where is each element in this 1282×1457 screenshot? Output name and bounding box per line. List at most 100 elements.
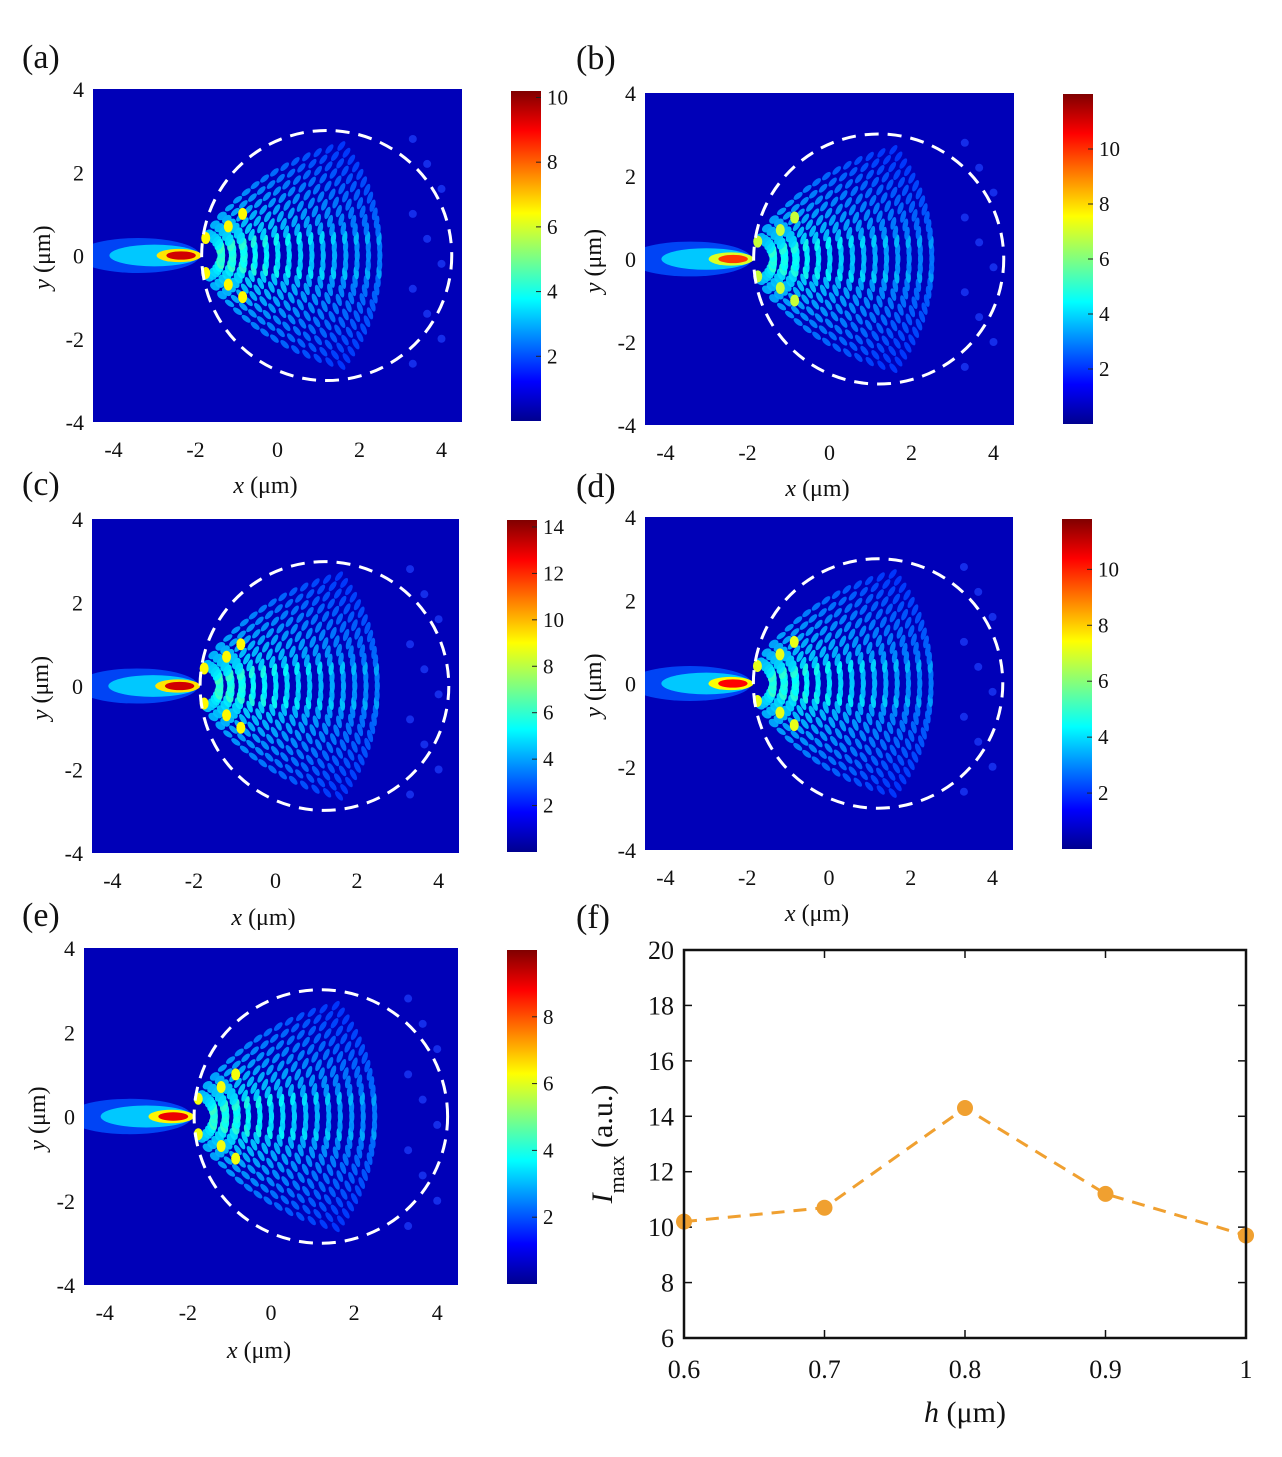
fringe-spot (317, 191, 325, 203)
fringe-spot (866, 338, 875, 349)
fringe-spot (272, 296, 281, 307)
fringe-spot (303, 654, 310, 668)
fringe-spot (290, 1160, 298, 1172)
focal-spot (789, 719, 799, 732)
fringe-spot (240, 283, 249, 294)
fringe-spot (266, 628, 275, 639)
fringe-spot (910, 721, 917, 734)
fringe-spot (350, 214, 357, 228)
fringe-spot (319, 327, 328, 338)
scatter-spot (974, 662, 983, 671)
fringe-spot (866, 288, 874, 301)
fringe-spot (843, 218, 850, 231)
fringe-spot (329, 332, 338, 343)
fringe-spot (263, 1028, 273, 1037)
fringe-spot (863, 721, 870, 734)
fringe-spot (342, 147, 351, 158)
fringe-spot (233, 195, 243, 204)
scatter-spot (418, 1095, 427, 1104)
fringe-spot (799, 698, 807, 711)
fringe-spot (312, 715, 319, 728)
focal-spot (199, 662, 209, 675)
fringe-spot (883, 624, 891, 637)
colorbar (1062, 519, 1092, 849)
fringe-spot (818, 183, 828, 193)
focal-spot (752, 660, 762, 673)
y-tick-label: 4 (73, 77, 84, 102)
fringe-spot (270, 1150, 278, 1162)
fringe-spot (801, 213, 810, 224)
fringe-spot (843, 348, 852, 358)
fringe-spot (260, 328, 270, 337)
fringe-spot (354, 1154, 361, 1168)
x-tick-label: 2 (905, 865, 916, 890)
fringe-spot (269, 655, 276, 669)
focal-spot (231, 1152, 241, 1165)
fringe-spot (793, 742, 803, 751)
fringe-spot (287, 1083, 294, 1097)
fringe-spot (270, 168, 279, 177)
fringe-spot (824, 614, 833, 624)
fringe-spot (256, 316, 266, 325)
fringe-spot (305, 754, 314, 766)
fringe-spot (334, 790, 344, 801)
fringe-spot (829, 620, 838, 632)
fringe-spot (244, 222, 253, 235)
fringe-spot (880, 314, 888, 326)
y-tick-label: 14 (648, 1102, 674, 1131)
fringe-spot (255, 708, 263, 720)
fringe-spot (280, 340, 290, 349)
fringe-spot (223, 1156, 233, 1165)
fringe-spot (324, 319, 332, 331)
fringe-spot (900, 210, 907, 223)
fringe-spot (882, 154, 892, 165)
scatter-spot (406, 790, 415, 799)
fringe-spot (273, 1022, 283, 1031)
fringe-spot (299, 582, 309, 592)
fringe-spot (876, 164, 885, 176)
fringe-spot (297, 163, 306, 173)
fringe-spot (881, 335, 890, 347)
fringe-spot (860, 327, 868, 338)
fringe-spot (832, 284, 839, 297)
fringe-spot (346, 1200, 355, 1212)
beam-core (718, 679, 748, 688)
fringe-spot (257, 277, 265, 290)
fringe-spot (887, 770, 896, 781)
fringe-spot (866, 169, 875, 180)
fringe-spot (312, 316, 321, 328)
fringe-spot (366, 729, 374, 743)
fringe-spot (261, 1078, 269, 1091)
fringe-spot (349, 769, 358, 781)
fringe-spot (899, 634, 906, 648)
fringe-spot (821, 596, 831, 605)
fringe-spot (253, 1088, 260, 1102)
fringe-spot (301, 1163, 309, 1176)
fringe-spot (278, 592, 288, 602)
panel-c: (c) -4 -2 0 2 4 -4 -2 0 2 4 x (μm) y (μm) 2 4 6 8 10 12 14 (22, 466, 565, 931)
intensity-field (92, 519, 459, 853)
fringe-spot (918, 619, 925, 632)
interference-fringes (199, 571, 380, 801)
fringe-spot (872, 626, 880, 639)
y-tick-label: 2 (625, 588, 636, 613)
fringe-spot (339, 1161, 347, 1175)
fringe-spot (266, 322, 276, 331)
x-axis-label: h (μm) (924, 1396, 1006, 1429)
scatter-spot (408, 284, 417, 293)
fringe-spot (913, 217, 920, 231)
fringe-spot (877, 360, 886, 370)
fringe-spot (325, 357, 334, 367)
fringe-spot (356, 331, 364, 343)
fringe-spot (851, 636, 859, 648)
fringe-spot (901, 746, 909, 759)
fringe-spot (366, 629, 374, 643)
fringe-spot (854, 334, 863, 345)
fringe-spot (822, 701, 829, 714)
fringe-spot (319, 1219, 328, 1229)
fringe-spot (761, 648, 772, 657)
fringe-spot (819, 625, 828, 636)
fringe-spot (844, 754, 853, 764)
fringe-spot (828, 638, 836, 651)
fringe-spot (853, 580, 863, 590)
